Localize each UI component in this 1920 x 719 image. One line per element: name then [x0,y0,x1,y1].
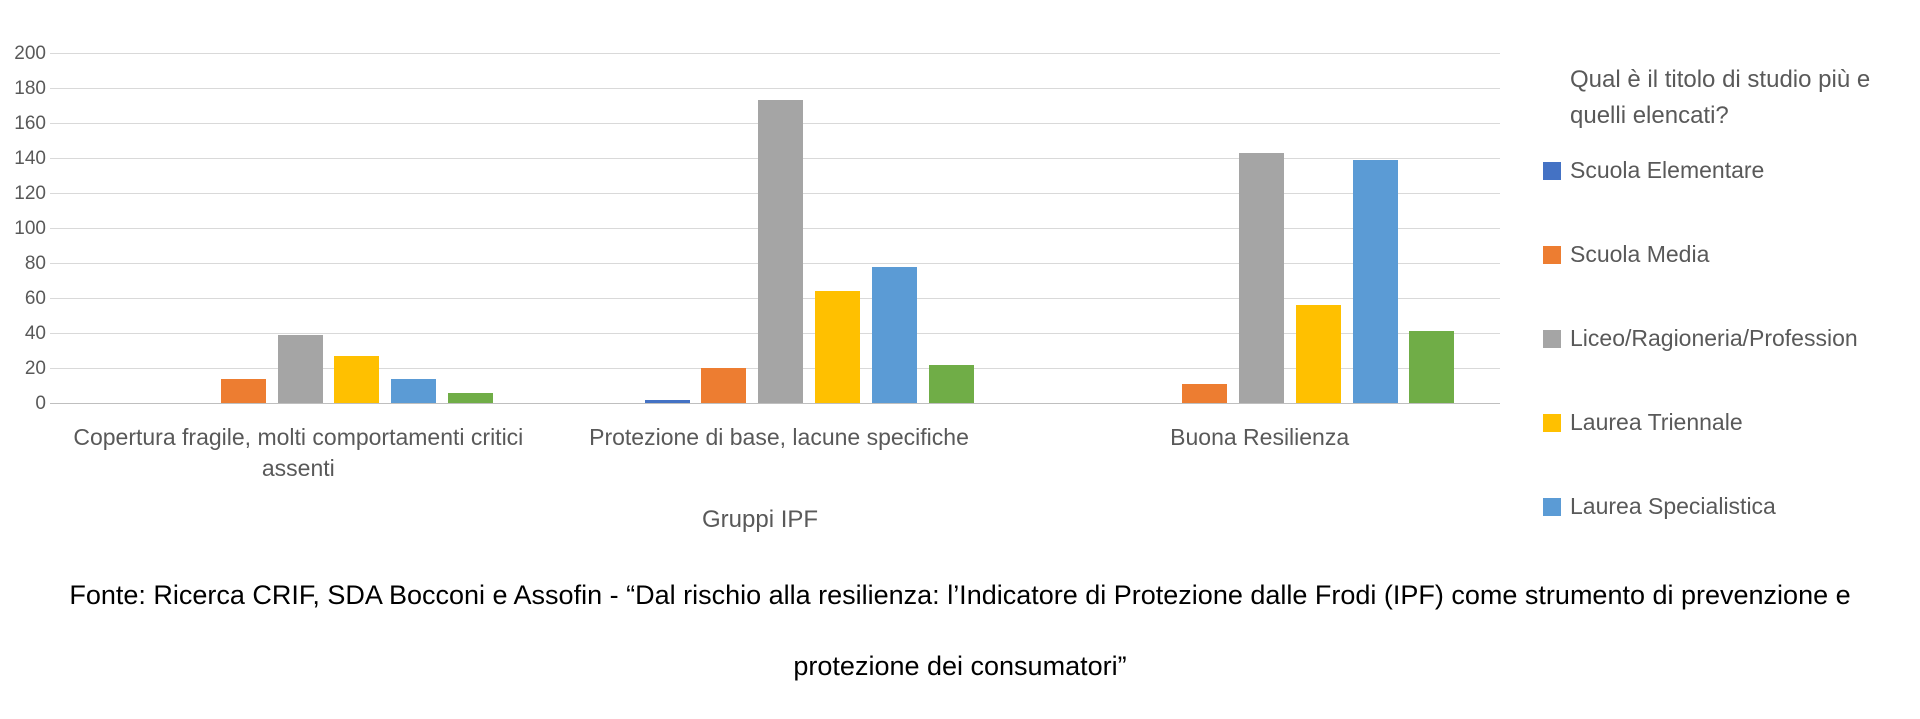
legend-item-2: Liceo/Ragioneria/Profession [1543,325,1858,352]
y-tick-label-200: 200 [14,43,46,64]
legend-label: Liceo/Ragioneria/Profession [1570,325,1858,351]
bar-series-3-group-1 [815,291,861,403]
bar-series-1-group-1 [701,368,747,403]
y-tick-label-60: 60 [24,288,46,309]
legend-item-4: Laurea Specialistica [1543,493,1776,520]
y-tick-label-20: 20 [24,358,46,379]
legend-swatch-icon [1543,497,1561,516]
x-axis-line [50,403,1500,404]
y-tick-label-160: 160 [14,113,46,134]
bar-series-2-group-0 [277,334,323,403]
gridline-200 [50,53,1500,54]
y-tick-label-40: 40 [24,323,46,344]
y-tick-label-80: 80 [24,253,46,274]
bar-series-3-group-0 [334,355,380,403]
bar-series-3-group-2 [1295,305,1341,403]
y-tick-label-100: 100 [14,218,46,239]
y-tick-label-0: 0 [35,393,46,414]
y-tick-label-180: 180 [14,78,46,99]
y-tick-label-140: 140 [14,148,46,169]
legend-swatch-icon [1543,413,1561,432]
legend-item-0: Scuola Elementare [1543,157,1764,184]
bar-series-1-group-0 [220,378,266,403]
category-label-0: Copertura fragile, molti comportamenti c… [73,424,524,481]
chart-legend: Qual è il titolo di studio più e quelli e… [1543,0,1920,534]
bar-series-5-group-0 [448,392,493,403]
source-note-line2: protezione dei consumatori” [793,651,1127,681]
legend-label: Scuola Elementare [1570,157,1765,183]
bar-series-0-group-1 [644,399,690,403]
category-label-2: Buona Resilienza [1170,424,1350,450]
legend-label: Scuola Media [1570,241,1710,267]
bar-series-4-group-2 [1352,159,1398,403]
bar-series-5-group-1 [928,364,974,403]
bar-series-4-group-0 [391,378,437,403]
legend-label: Laurea Specialistica [1570,493,1776,519]
bar-series-1-group-2 [1182,383,1228,403]
bar-series-2-group-1 [758,100,804,403]
legend-item-3: Laurea Triennale [1543,409,1743,436]
legend-title: Qual è il titolo di studio più e quelli e… [1570,62,1920,134]
source-note-line1: Fonte: Ricerca CRIF, SDA Bocconi e Assof… [69,580,1851,610]
legend-swatch-icon [1543,329,1561,348]
legend-swatch-icon [1543,245,1561,264]
y-tick-label-120: 120 [14,183,46,204]
bar-chart: 0 20 40 60 80 100 120 140 160 180 200 Copertura fra… [14,0,1920,534]
bar-series-2-group-2 [1238,152,1284,403]
legend-title-line: quelli elencati? [1570,102,1729,129]
x-axis-title: Gruppi IPF [702,506,819,533]
source-note: Fonte: Ricerca CRIF, SDA Bocconi e Assof… [0,578,1920,683]
legend-swatch-icon [1543,161,1561,180]
legend-title-line: Qual è il titolo di studio più e [1570,66,1871,93]
legend-label: Laurea Triennale [1570,409,1743,435]
gridline-180 [50,88,1500,89]
category-label-1: Protezione di base, lacune specifiche [589,424,969,450]
bar-series-5-group-2 [1409,331,1455,403]
legend-item-1: Scuola Media [1543,241,1709,268]
bar-series-4-group-1 [871,266,917,403]
